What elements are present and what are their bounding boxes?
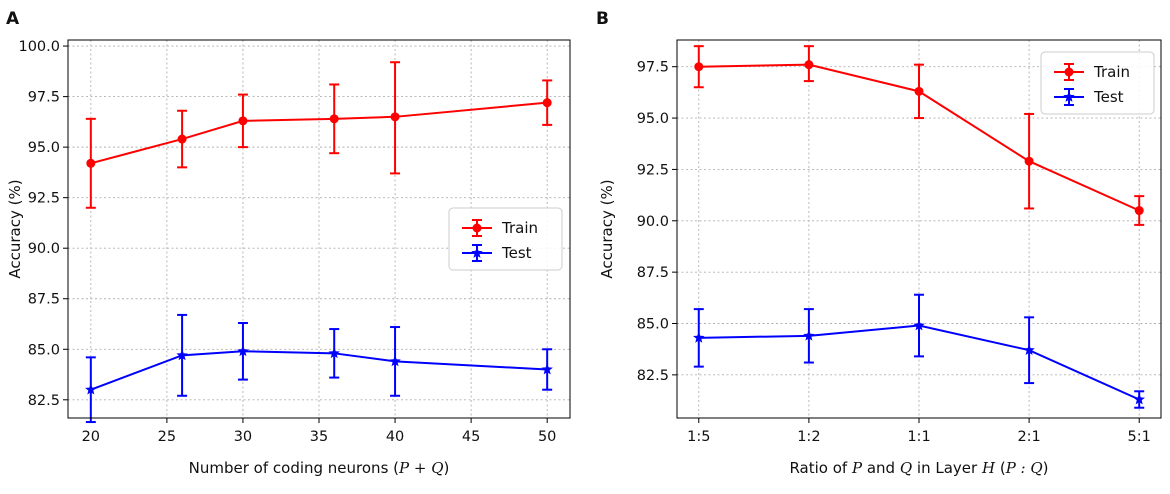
data-point-train: [1024, 156, 1034, 166]
x-tick-label: 1:5: [687, 429, 710, 445]
data-point-test: [1133, 393, 1145, 405]
data-point-train: [390, 112, 400, 122]
y-tick-label: 82.5: [28, 393, 60, 409]
y-axis-label-a: Accuracy (%): [6, 179, 24, 278]
x-tick-label: 20: [82, 429, 100, 445]
x-axis-label-b-part2: P: [851, 459, 863, 477]
y-tick-label: 87.5: [637, 265, 669, 281]
x-tick-label: 5:1: [1128, 429, 1151, 445]
panel-letter-a: A: [6, 9, 20, 29]
y-tick-label: 82.5: [637, 368, 669, 384]
x-tick-label: 30: [234, 429, 252, 445]
data-point-test: [328, 347, 340, 359]
y-tick-label: 85.0: [28, 342, 60, 358]
y-tick-label: 87.5: [28, 292, 60, 308]
x-axis-label-b-part6: H: [981, 459, 996, 477]
data-point-test: [85, 383, 97, 395]
x-ticks-b: 1:5 1:2 1:1 2:1 5:1: [687, 418, 1151, 445]
series-b: [693, 45, 1145, 409]
data-point-test: [913, 319, 925, 331]
x-axis-label-b-part4: Q: [900, 459, 912, 477]
y-tick-label: 85.0: [637, 317, 669, 333]
y-tick-label: 97.5: [637, 60, 669, 76]
legend-entry-test-b: Test: [1054, 88, 1124, 106]
data-point-test: [1023, 344, 1035, 356]
x-axis-label-b-part3: and: [862, 459, 900, 477]
y-tick-label: 95.0: [28, 140, 60, 156]
panel-b: B 82.5 85.0 87.5 90.0 92.5 95.0 97.5 1:5 1:2 1:1…: [596, 9, 1162, 477]
data-point-test: [237, 345, 249, 357]
x-axis-label-a-suffix: ): [444, 459, 450, 477]
legend-marker-train: [472, 223, 482, 233]
plot-frame-a: [67, 39, 571, 419]
legend-entry-train-a: Train: [462, 219, 538, 237]
data-point-train: [86, 158, 96, 168]
x-axis-label-b: Ratio of P and Q in Layer H (P : Q): [789, 459, 1048, 477]
y-tick-label: 90.0: [637, 214, 669, 230]
y-ticks-b: 82.5 85.0 87.5 90.0 92.5 95.0 97.5: [637, 60, 677, 384]
x-ticks-a: 20 25 30 35 40 45 50: [82, 418, 556, 445]
x-tick-label: 40: [386, 429, 404, 445]
x-axis-label-b-part5: in Layer: [912, 459, 982, 477]
x-tick-label: 25: [158, 429, 176, 445]
legend-label-test-b: Test: [1093, 88, 1124, 106]
x-axis-label-b-part1: Ratio of: [789, 459, 852, 477]
legend-marker-test: [471, 247, 483, 258]
x-tick-label: 35: [310, 429, 328, 445]
panel-letter-b: B: [596, 9, 609, 29]
data-point-train: [177, 134, 187, 144]
series-line-test: [90, 350, 548, 391]
x-tick-label: 1:2: [797, 429, 820, 445]
x-axis-label-a: Number of coding neurons (P + Q): [189, 459, 450, 477]
legend-b: Train Test: [1040, 51, 1155, 115]
data-point-train: [804, 60, 814, 70]
data-point-test: [176, 349, 188, 361]
y-tick-label: 90.0: [28, 241, 60, 257]
data-point-train: [694, 62, 704, 72]
legend-marker-train: [1064, 67, 1074, 77]
x-axis-label-a-math: P + Q: [398, 459, 444, 477]
data-point-train: [329, 114, 339, 124]
y-axis-label-b: Accuracy (%): [598, 179, 616, 278]
y-tick-label: 95.0: [637, 111, 669, 127]
legend-entry-train-b: Train: [1054, 63, 1130, 81]
data-point-train: [542, 98, 552, 108]
data-point-train: [1134, 206, 1144, 216]
y-ticks-a: 82.5 85.0 87.5 90.0 92.5 95.0 97.5 100.0: [18, 39, 68, 409]
legend-label-test-a: Test: [501, 244, 532, 262]
x-axis-label-b-part9: ): [1043, 459, 1049, 477]
y-tick-label: 92.5: [28, 191, 60, 207]
x-tick-label: 2:1: [1017, 429, 1040, 445]
legend-label-train-b: Train: [1093, 63, 1130, 81]
data-point-train: [238, 116, 248, 126]
legend-a: Train Test: [448, 207, 563, 271]
data-point-test: [693, 331, 705, 343]
plot-frame-b: [676, 39, 1162, 419]
panel-a: A 82.5 85.0 87.5 90.0 92.5 95.0 97.5 100.0 20 25…: [6, 9, 571, 477]
y-tick-label: 100.0: [18, 39, 60, 55]
x-tick-label: 50: [538, 429, 556, 445]
y-tick-label: 97.5: [28, 90, 60, 106]
legend-label-train-a: Train: [501, 219, 538, 237]
x-tick-label: 1:1: [907, 429, 930, 445]
x-tick-label: 45: [462, 429, 480, 445]
data-point-test: [803, 329, 815, 341]
data-point-train: [914, 86, 924, 96]
series-a: [85, 61, 553, 424]
series-line-train: [90, 101, 548, 165]
legend-entry-test-a: Test: [462, 244, 532, 262]
y-tick-label: 92.5: [637, 162, 669, 178]
x-axis-label-a-prefix: Number of coding neurons (: [189, 459, 399, 477]
x-axis-label-b-part7: (: [995, 459, 1006, 477]
legend-marker-test: [1063, 91, 1075, 102]
data-point-test: [541, 363, 553, 375]
data-point-test: [389, 355, 401, 367]
x-axis-label-b-part8: P : Q: [1005, 459, 1043, 477]
